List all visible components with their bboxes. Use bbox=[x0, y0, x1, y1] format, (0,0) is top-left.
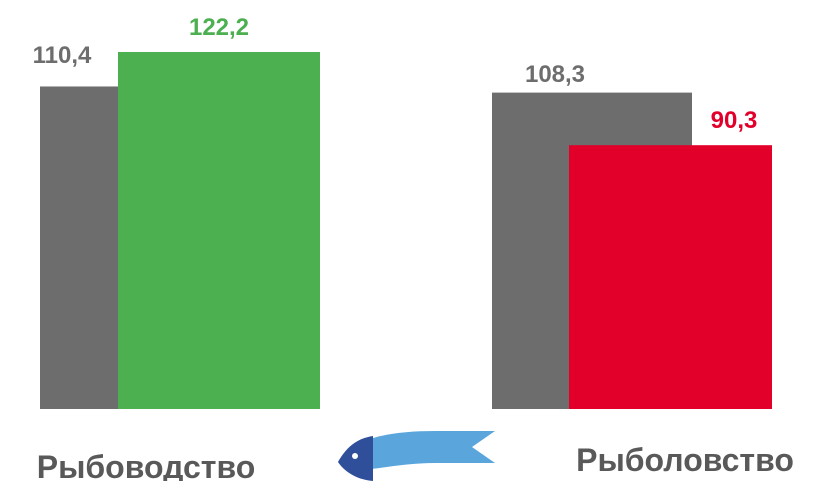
value-label-gray-2: 108,3 bbox=[525, 61, 585, 88]
fish-body bbox=[338, 431, 495, 470]
fish-icon bbox=[338, 431, 495, 481]
value-label-colored-1: 122,2 bbox=[189, 14, 249, 41]
bar-colored-2 bbox=[569, 145, 772, 409]
value-label-gray-1: 110,4 bbox=[33, 42, 92, 69]
value-labels-layer: 110,4 122,2 108,3 90,3 bbox=[33, 14, 758, 134]
category-label-fish-farming: Рыбоводство bbox=[37, 449, 256, 481]
bar-gray-1 bbox=[40, 86, 120, 409]
fish-eye bbox=[352, 453, 358, 459]
category-label-fishing: Рыболовство bbox=[576, 442, 794, 478]
bars-layer bbox=[40, 52, 772, 409]
value-label-colored-2: 90,3 bbox=[711, 107, 758, 134]
bar-colored-1 bbox=[118, 52, 320, 409]
